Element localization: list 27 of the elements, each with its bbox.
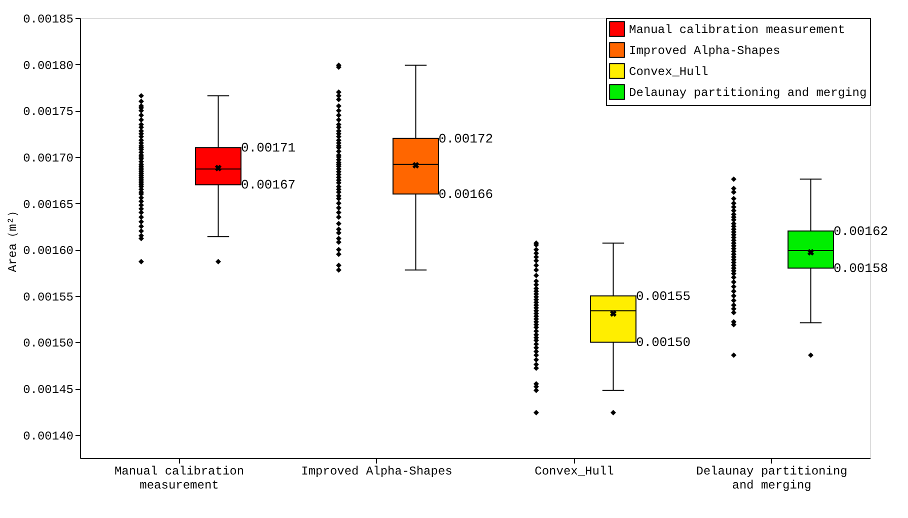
y-tick-label: 0.00140: [23, 429, 74, 444]
x-tick-label: Improved Alpha-Shapes: [301, 464, 452, 478]
y-tick-label: 0.00180: [23, 58, 74, 73]
x-tick-label: Convex_Hull: [534, 464, 614, 478]
legend-label: Manual calibration measurement: [629, 23, 846, 37]
y-axis-title: Area（m²）: [6, 204, 20, 272]
y-tick-label: 0.00160: [23, 244, 74, 258]
legend-label: Improved Alpha-Shapes: [629, 44, 780, 58]
annotation: 0.00150: [636, 335, 691, 350]
y-tick-label: 0.00185: [23, 12, 74, 26]
annotation: 0.00167: [240, 178, 296, 193]
x-tick-label: Manual calibration measurement: [114, 464, 244, 492]
legend-label: Delaunay partitioning and merging: [629, 86, 867, 100]
legend-label: Convex_Hull: [629, 65, 708, 79]
y-tick-label: 0.00165: [23, 198, 74, 212]
annotation: 0.00155: [636, 288, 691, 304]
annotation: 0.00166: [438, 187, 494, 202]
y-tick-label: 0.00155: [23, 290, 74, 304]
annotation: 0.00171: [240, 140, 296, 156]
y-tick-label: 0.00175: [23, 105, 74, 120]
y-tick-label: 0.00170: [23, 151, 74, 166]
y-tick-label: 0.00145: [23, 383, 74, 398]
annotation: 0.00172: [438, 131, 494, 146]
x-tick-label: Delaunay partitioning and merging: [696, 464, 848, 492]
annotation: 0.00162: [833, 224, 888, 240]
annotation: 0.00158: [833, 261, 888, 276]
y-tick-label: 0.00150: [23, 336, 74, 351]
